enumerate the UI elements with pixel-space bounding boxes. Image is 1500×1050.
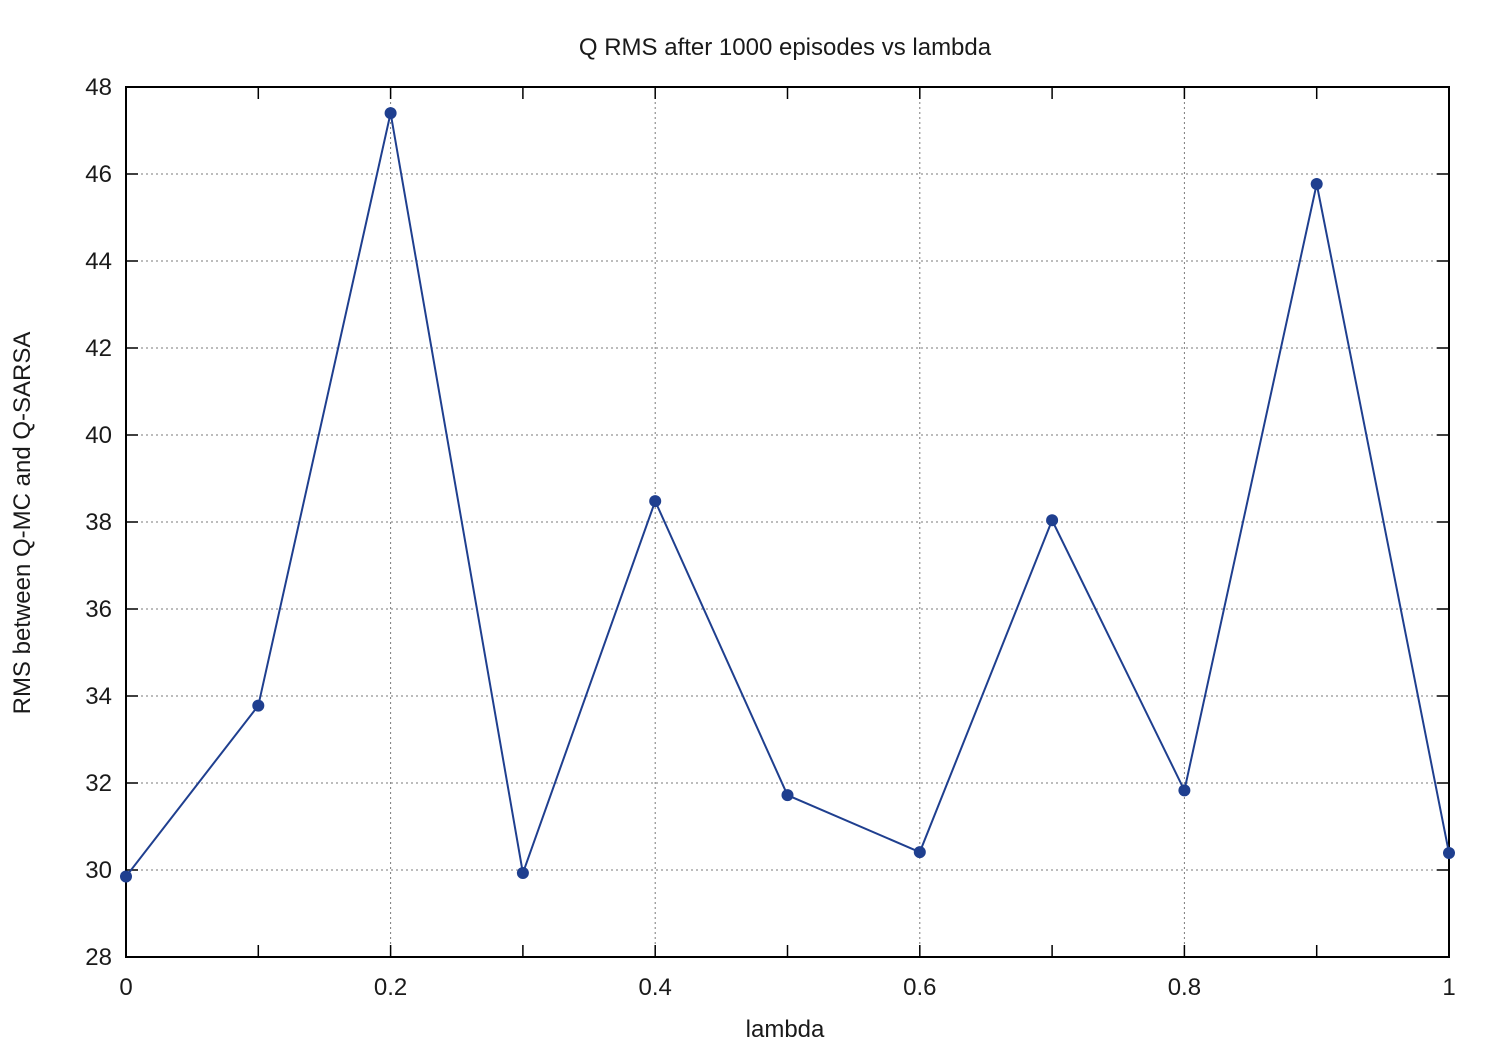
series-group	[120, 107, 1455, 883]
x-tick-label: 0.4	[639, 974, 672, 1001]
x-tick-label: 0.8	[1168, 974, 1201, 1001]
y-tick-label: 30	[85, 857, 112, 884]
chart-title: Q RMS after 1000 episodes vs lambda	[579, 34, 992, 61]
data-point	[1178, 784, 1191, 797]
x-tick-label: 0.6	[903, 974, 936, 1001]
y-tick-label: 48	[85, 74, 112, 101]
y-axis-label: RMS between Q-MC and Q-SARSA	[9, 332, 36, 715]
data-point	[1310, 178, 1323, 191]
data-point	[384, 107, 397, 120]
data-point	[252, 699, 265, 712]
y-tick-label: 40	[85, 422, 112, 449]
y-tick-label: 44	[85, 248, 112, 275]
x-axis: 0 0.2 0.4 0.6 0.8 1	[119, 87, 1456, 1001]
data-point	[781, 789, 794, 802]
y-tick-label: 34	[85, 683, 112, 710]
x-tick-label: 0.2	[374, 974, 407, 1001]
data-point	[120, 870, 132, 883]
data-point	[1046, 514, 1059, 527]
x-tick-label: 1	[1442, 974, 1455, 1001]
y-tick-label: 38	[85, 509, 112, 536]
y-tick-label: 42	[85, 335, 112, 362]
grid-lines	[126, 87, 1449, 957]
y-axis: 28 30 32 34 36 38 40 42 44 46 48	[85, 74, 1449, 971]
y-tick-label: 32	[85, 770, 112, 797]
y-tick-label: 36	[85, 596, 112, 623]
x-tick-label: 0	[119, 974, 132, 1001]
y-tick-label: 46	[85, 161, 112, 188]
data-point	[1443, 847, 1455, 860]
series-line	[125, 112, 1450, 878]
data-point	[516, 867, 529, 880]
data-point	[913, 846, 926, 859]
y-tick-label: 28	[85, 944, 112, 971]
x-axis-label: lambda	[746, 1016, 825, 1043]
data-point	[649, 495, 662, 508]
